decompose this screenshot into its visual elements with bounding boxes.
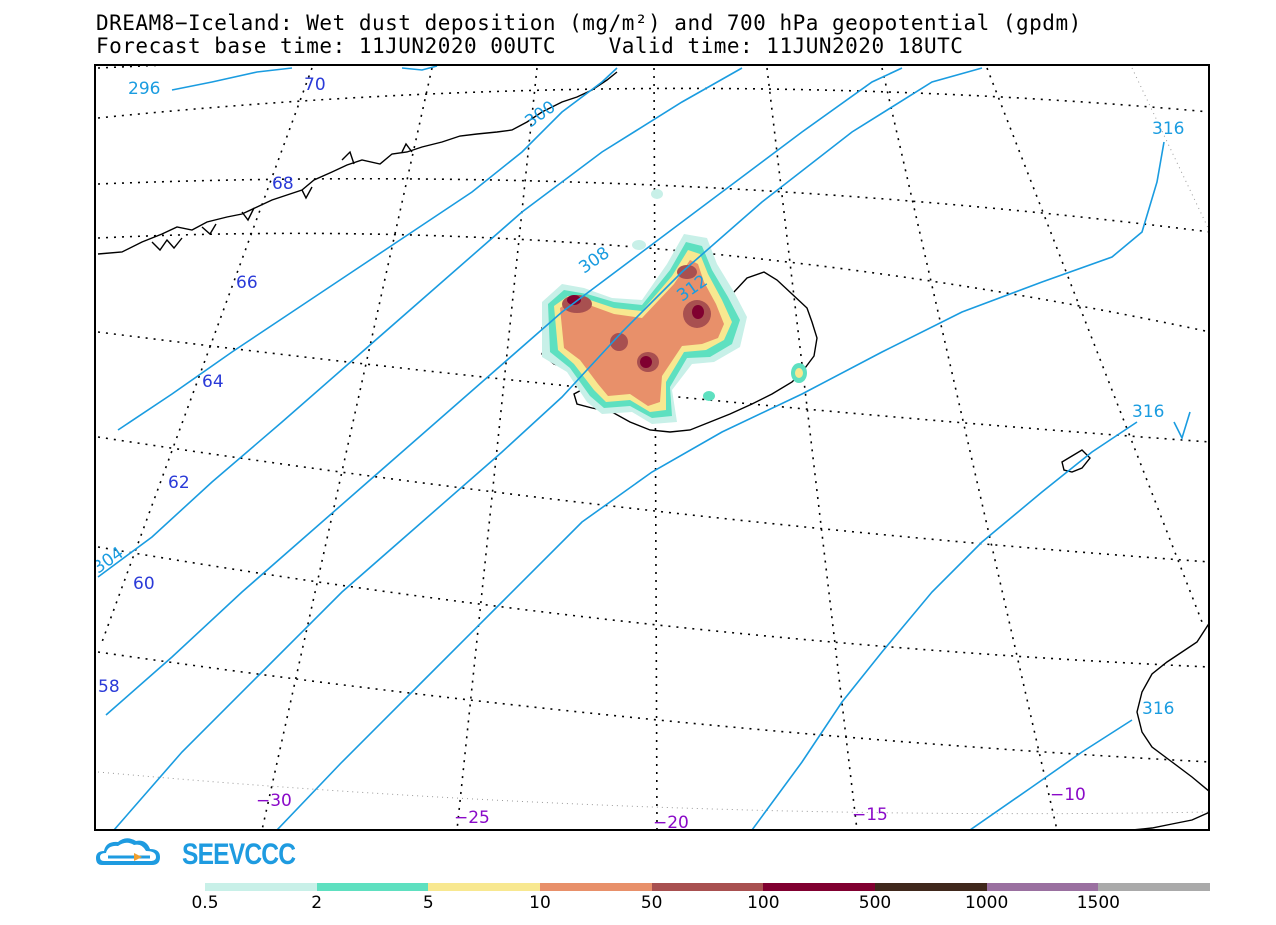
legend-label: 50 xyxy=(640,893,663,913)
jan-mayen-coast xyxy=(1061,449,1091,473)
legend-swatch xyxy=(875,883,987,891)
legend-swatch xyxy=(428,883,541,891)
legend-swatch xyxy=(540,883,652,891)
map-title-line2: Forecast base time: 11JUN2020 00UTC Vali… xyxy=(96,34,964,58)
latitude-line-64 xyxy=(97,331,1208,443)
norway-coast xyxy=(1134,623,1208,829)
meridian-line-minus25 xyxy=(456,67,538,829)
longitude-label: −20 xyxy=(653,813,689,831)
contour-300 xyxy=(117,67,618,431)
contour-label: 308 xyxy=(575,243,613,278)
legend-label: 5 xyxy=(422,893,434,913)
dust-deposition-field xyxy=(542,189,807,424)
map-title-line1: DREAM8−Iceland: Wet dust deposition (mg/… xyxy=(96,11,1082,35)
legend-label: 1500 xyxy=(1076,893,1120,913)
legend-swatch xyxy=(651,883,764,891)
latitude-label: 66 xyxy=(236,273,258,293)
meridian-line-minus10 xyxy=(881,67,1058,829)
coastlines xyxy=(97,71,1208,829)
logo-text: SEEVCCC xyxy=(182,838,296,871)
contour-label: 296 xyxy=(128,79,160,99)
legend-swatch xyxy=(316,883,429,891)
meridian-line-minus35 xyxy=(101,67,313,643)
contour-308 xyxy=(113,67,983,829)
latitude-label: 64 xyxy=(202,372,224,392)
latitude-line-70 xyxy=(97,66,161,69)
legend-label: 10 xyxy=(529,893,551,913)
legend-label: 2 xyxy=(311,893,323,913)
latitude-label: 62 xyxy=(168,473,190,493)
fine-graticule xyxy=(97,67,1208,815)
contour-304 xyxy=(97,67,743,578)
longitude-label: −30 xyxy=(256,791,292,811)
contour-label: 300 xyxy=(521,97,559,132)
contour-316 xyxy=(751,421,1138,829)
latitude-label: 60 xyxy=(133,574,155,594)
longitude-label: −15 xyxy=(852,805,888,825)
map-panel: 296 300 304 308 312 316 316 316 70 68 66… xyxy=(94,64,1210,831)
legend-swatch xyxy=(205,883,317,891)
legend-swatch xyxy=(1098,883,1211,891)
contour-304b xyxy=(105,67,903,716)
legend-label: 0.5 xyxy=(191,893,219,913)
contour-312 xyxy=(276,141,1165,829)
latitude-line-58 xyxy=(97,651,1208,763)
contour-316c xyxy=(970,719,1133,829)
latitude-label: 58 xyxy=(98,677,120,697)
latitude-label: 68 xyxy=(272,174,294,194)
contour-296 xyxy=(171,66,438,91)
longitude-label: −25 xyxy=(454,808,490,828)
map-canvas: 296 300 304 308 312 316 316 316 70 68 66… xyxy=(96,66,1208,831)
geopotential-contours xyxy=(97,66,1191,829)
legend-labels: 0.5 2 5 10 50 100 500 1000 1500 xyxy=(0,893,1276,917)
legend-label: 100 xyxy=(747,893,780,913)
latitude-labels: 70 68 66 64 62 60 58 xyxy=(98,75,326,697)
longitude-labels: −30 −25 −20 −15 −10 xyxy=(256,785,1086,831)
meridian-line-minus20 xyxy=(653,67,658,829)
latitude-line-60 xyxy=(97,546,1208,668)
latitude-line-62 xyxy=(97,436,1208,563)
legend-label: 500 xyxy=(858,893,892,913)
seevccc-cloud-logo-icon xyxy=(96,838,160,865)
legend-swatch xyxy=(986,883,1099,891)
legend-label: 1000 xyxy=(965,893,1009,913)
meridian-line-minus15 xyxy=(766,67,858,829)
contour-label: 316 xyxy=(1132,402,1164,422)
contour-label: 316 xyxy=(1152,119,1184,139)
legend-swatch xyxy=(763,883,876,891)
contour-label: 304 xyxy=(96,543,127,578)
contour-316b xyxy=(1173,411,1191,441)
longitude-label: −10 xyxy=(1050,785,1086,805)
meridian-line-minus5 xyxy=(986,67,1203,623)
contour-label: 316 xyxy=(1142,699,1174,719)
graticule xyxy=(97,66,1208,829)
color-legend xyxy=(205,883,1211,891)
latitude-label: 70 xyxy=(304,75,326,95)
greenland-coast xyxy=(97,71,618,255)
